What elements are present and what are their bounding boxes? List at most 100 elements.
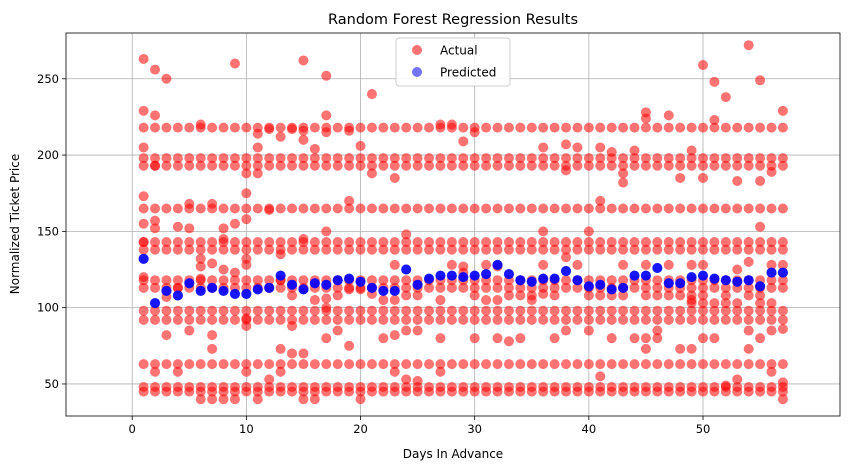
actual-point bbox=[629, 237, 640, 248]
actual-point bbox=[424, 382, 435, 393]
actual-point bbox=[686, 314, 697, 325]
actual-point bbox=[583, 359, 594, 370]
actual-point bbox=[298, 275, 309, 286]
actual-point bbox=[435, 160, 446, 171]
actual-point bbox=[652, 122, 663, 133]
actual-point bbox=[138, 191, 149, 202]
actual-point bbox=[675, 314, 686, 325]
actual-point bbox=[503, 160, 514, 171]
actual-point bbox=[720, 290, 731, 301]
actual-point bbox=[526, 305, 537, 316]
actual-point bbox=[572, 122, 583, 133]
actual-point bbox=[446, 203, 457, 214]
actual-point bbox=[629, 382, 640, 393]
actual-point bbox=[640, 343, 651, 354]
actual-point bbox=[481, 122, 492, 133]
actual-point bbox=[675, 244, 686, 255]
actual-point bbox=[332, 122, 343, 133]
actual-point bbox=[526, 244, 537, 255]
actual-point bbox=[412, 305, 423, 316]
actual-point bbox=[241, 153, 252, 164]
actual-point bbox=[355, 122, 366, 133]
actual-point bbox=[252, 305, 263, 316]
actual-point bbox=[720, 92, 731, 103]
predicted-point bbox=[755, 281, 766, 292]
actual-point bbox=[309, 244, 320, 255]
actual-point bbox=[366, 305, 377, 316]
actual-point bbox=[161, 359, 172, 370]
actual-point bbox=[332, 282, 343, 293]
actual-point bbox=[755, 359, 766, 370]
actual-point bbox=[298, 55, 309, 66]
actual-point bbox=[229, 153, 240, 164]
actual-point bbox=[561, 153, 572, 164]
actual-point bbox=[595, 142, 606, 153]
actual-point bbox=[241, 237, 252, 248]
actual-point bbox=[172, 237, 183, 248]
actual-point bbox=[401, 275, 412, 286]
axis-ticks: 0 10 20 30 40 50 50 100 150 200 250 bbox=[37, 72, 710, 436]
actual-point bbox=[207, 198, 218, 209]
actual-point bbox=[503, 282, 514, 293]
actual-point bbox=[686, 282, 697, 293]
actual-point bbox=[229, 244, 240, 255]
actual-point bbox=[720, 359, 731, 370]
actual-point bbox=[378, 122, 389, 133]
actual-point bbox=[435, 359, 446, 370]
actual-point bbox=[640, 122, 651, 133]
predicted-point bbox=[686, 272, 697, 283]
actual-point bbox=[538, 259, 549, 270]
predicted-point bbox=[709, 273, 720, 284]
actual-point bbox=[526, 203, 537, 214]
actual-point bbox=[252, 168, 263, 179]
actual-point bbox=[583, 160, 594, 171]
actual-point bbox=[195, 305, 206, 316]
actual-point bbox=[412, 290, 423, 301]
actual-point bbox=[241, 366, 252, 377]
actual-point bbox=[595, 382, 606, 393]
actual-point bbox=[287, 237, 298, 248]
actual-point bbox=[743, 325, 754, 336]
actual-point bbox=[446, 237, 457, 248]
actual-point bbox=[777, 244, 788, 255]
predicted-point bbox=[629, 270, 640, 281]
y-tick-label: 100 bbox=[37, 301, 59, 315]
actual-point bbox=[698, 160, 709, 171]
actual-point bbox=[572, 203, 583, 214]
actual-point bbox=[503, 359, 514, 370]
actual-point bbox=[572, 237, 583, 248]
actual-point bbox=[698, 259, 709, 270]
actual-point bbox=[755, 305, 766, 316]
actual-point bbox=[481, 295, 492, 306]
actual-point bbox=[366, 153, 377, 164]
actual-point bbox=[184, 359, 195, 370]
actual-point bbox=[766, 166, 777, 177]
actual-point bbox=[686, 160, 697, 171]
actual-point bbox=[378, 359, 389, 370]
actual-point bbox=[652, 160, 663, 171]
actual-point bbox=[275, 203, 286, 214]
actual-point bbox=[538, 122, 549, 133]
actual-point bbox=[207, 382, 218, 393]
actual-point bbox=[538, 203, 549, 214]
actual-point bbox=[743, 160, 754, 171]
actual-point bbox=[469, 153, 480, 164]
actual-point bbox=[195, 160, 206, 171]
actual-point bbox=[469, 237, 480, 248]
actual-point bbox=[355, 305, 366, 316]
legend-label-actual: Actual bbox=[440, 44, 478, 58]
actual-point bbox=[218, 394, 229, 405]
actual-point bbox=[378, 275, 389, 286]
actual-point bbox=[287, 382, 298, 393]
actual-point bbox=[229, 382, 240, 393]
actual-point bbox=[755, 382, 766, 393]
actual-point bbox=[743, 244, 754, 255]
actual-point bbox=[184, 198, 195, 209]
actual-point bbox=[549, 122, 560, 133]
actual-point bbox=[583, 305, 594, 316]
actual-point bbox=[709, 76, 720, 87]
actual-point bbox=[332, 359, 343, 370]
predicted-point bbox=[309, 278, 320, 289]
actual-point bbox=[640, 314, 651, 325]
actual-point bbox=[595, 195, 606, 206]
